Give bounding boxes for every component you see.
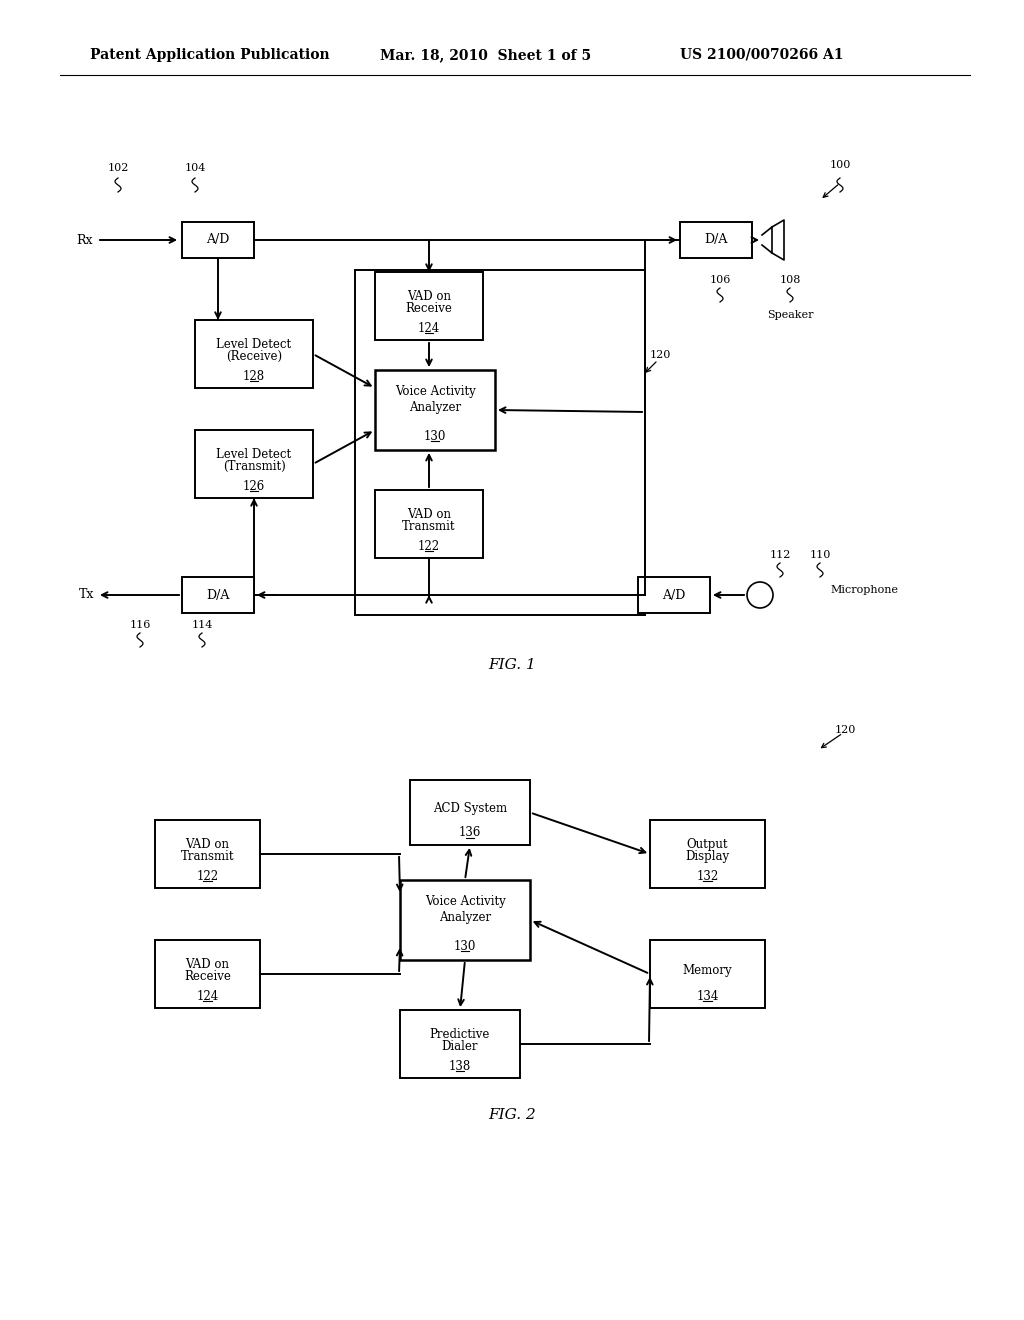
Text: 132: 132: [696, 870, 719, 883]
Bar: [182, 222, 254, 257]
Text: Transmit: Transmit: [402, 520, 456, 533]
Bar: [195, 319, 313, 388]
Text: Speaker: Speaker: [767, 310, 813, 319]
Bar: [638, 577, 710, 612]
Bar: [155, 940, 260, 1008]
Text: 114: 114: [191, 620, 213, 630]
Text: 134: 134: [696, 990, 719, 1002]
Text: Analyzer: Analyzer: [439, 912, 492, 924]
Text: (Receive): (Receive): [226, 350, 282, 363]
Text: Memory: Memory: [683, 964, 732, 977]
Bar: [155, 820, 260, 888]
Bar: [375, 272, 483, 341]
Text: 110: 110: [809, 550, 830, 560]
Text: Predictive: Predictive: [430, 1028, 490, 1041]
Text: Voice Activity: Voice Activity: [425, 895, 506, 908]
Text: Receive: Receive: [184, 970, 231, 983]
Text: 108: 108: [779, 275, 801, 285]
Text: VAD on: VAD on: [407, 508, 451, 521]
Text: 112: 112: [769, 550, 791, 560]
Text: 130: 130: [454, 940, 476, 953]
Text: 102: 102: [108, 162, 129, 173]
Text: 100: 100: [829, 160, 851, 170]
Bar: [195, 430, 313, 498]
Bar: [182, 577, 254, 612]
Text: Rx: Rx: [77, 234, 93, 247]
Text: FIG. 1: FIG. 1: [488, 657, 536, 672]
Text: 124: 124: [197, 990, 219, 1002]
Text: ACD System: ACD System: [433, 803, 507, 816]
Text: FIG. 2: FIG. 2: [488, 1107, 536, 1122]
Text: 128: 128: [243, 370, 265, 383]
Bar: [680, 222, 752, 257]
Text: Analyzer: Analyzer: [409, 401, 461, 414]
Text: Display: Display: [685, 850, 729, 863]
Text: Patent Application Publication: Patent Application Publication: [90, 48, 330, 62]
Text: 116: 116: [129, 620, 151, 630]
Text: 122: 122: [418, 540, 440, 553]
Text: 126: 126: [243, 479, 265, 492]
Text: 106: 106: [710, 275, 731, 285]
Text: 120: 120: [835, 725, 856, 735]
Text: Level Detect: Level Detect: [216, 447, 292, 461]
Text: US 2100/0070266 A1: US 2100/0070266 A1: [680, 48, 844, 62]
Bar: [400, 1010, 520, 1078]
Bar: [375, 490, 483, 558]
Text: 104: 104: [184, 162, 206, 173]
Text: VAD on: VAD on: [185, 958, 229, 972]
Bar: [355, 271, 645, 615]
Text: D/A: D/A: [705, 234, 728, 247]
Bar: [410, 780, 530, 845]
Text: D/A: D/A: [206, 589, 229, 602]
Text: Transmit: Transmit: [181, 850, 234, 863]
Bar: [375, 370, 495, 450]
Text: Voice Activity: Voice Activity: [394, 385, 475, 399]
Text: VAD on: VAD on: [407, 290, 451, 304]
Text: Level Detect: Level Detect: [216, 338, 292, 351]
Text: Dialer: Dialer: [441, 1040, 478, 1053]
Text: 130: 130: [424, 429, 446, 442]
Text: Output: Output: [687, 838, 728, 851]
Text: 120: 120: [649, 350, 671, 360]
Text: 122: 122: [197, 870, 218, 883]
Text: Mar. 18, 2010  Sheet 1 of 5: Mar. 18, 2010 Sheet 1 of 5: [380, 48, 591, 62]
Text: VAD on: VAD on: [185, 838, 229, 851]
Text: 124: 124: [418, 322, 440, 334]
Bar: [400, 880, 530, 960]
Bar: [650, 820, 765, 888]
Text: Tx: Tx: [79, 589, 94, 602]
Text: 136: 136: [459, 826, 481, 840]
Bar: [650, 940, 765, 1008]
Text: Microphone: Microphone: [830, 585, 898, 595]
Text: (Transmit): (Transmit): [222, 459, 286, 473]
Text: Receive: Receive: [406, 302, 453, 315]
Text: A/D: A/D: [663, 589, 686, 602]
Text: A/D: A/D: [206, 234, 229, 247]
Text: 138: 138: [449, 1060, 471, 1072]
